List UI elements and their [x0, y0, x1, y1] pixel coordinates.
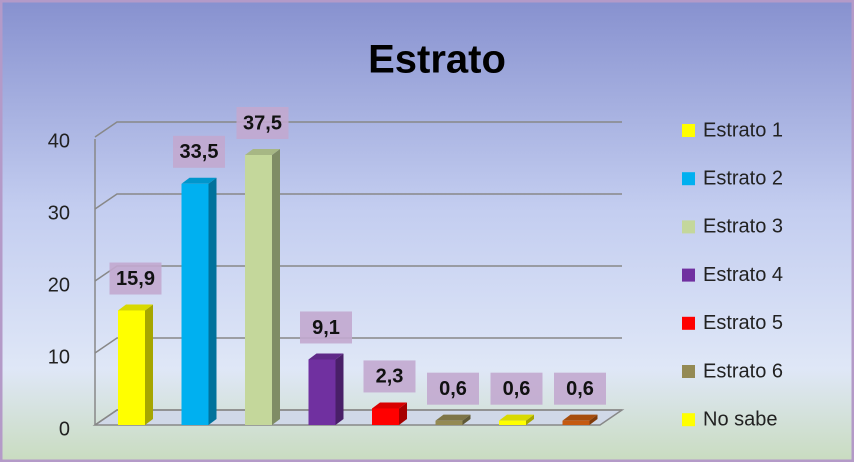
legend-swatch	[682, 365, 695, 378]
bar-front	[435, 420, 463, 425]
bar-front	[118, 310, 145, 425]
data-label: 33,5	[180, 141, 219, 163]
data-label-box	[236, 107, 289, 139]
data-label: 37,5	[243, 112, 282, 134]
bar-side	[589, 414, 598, 425]
legend-swatch	[682, 172, 695, 186]
bar-side	[526, 414, 534, 425]
bar	[562, 414, 598, 425]
bar	[499, 414, 534, 425]
bar-front	[308, 359, 336, 425]
bar-side	[462, 414, 471, 425]
legend-swatch	[682, 316, 695, 330]
grid-line	[94, 121, 622, 138]
bar-top	[372, 402, 407, 409]
grid-line	[94, 337, 622, 354]
legend-label: Estrato 1	[703, 119, 783, 141]
legend-swatch	[682, 268, 695, 282]
grid-line	[94, 409, 622, 426]
bar-top	[562, 414, 598, 421]
bar-front	[181, 183, 209, 425]
data-label-box	[554, 372, 606, 405]
bar-side	[399, 402, 407, 425]
data-label-box	[363, 360, 416, 393]
data-label-box	[109, 262, 162, 295]
bar-front	[499, 420, 526, 425]
data-label: 15,9	[116, 268, 155, 290]
y-tick-label: 20	[48, 274, 70, 296]
legend-swatch	[682, 220, 695, 234]
y-tick-label: 40	[48, 130, 70, 152]
bar-front	[372, 408, 399, 425]
bar-front	[245, 155, 272, 425]
data-label: 2,3	[376, 366, 404, 388]
legend-label: Estrato 6	[703, 360, 783, 382]
bar-top	[499, 414, 534, 421]
data-label: 0,6	[439, 378, 467, 400]
bar	[372, 402, 407, 425]
y-tick-label: 0	[59, 418, 70, 440]
floor	[92, 409, 625, 426]
data-label-box	[173, 135, 225, 168]
bar	[308, 353, 344, 425]
data-label: 0,6	[566, 378, 594, 400]
data-label-box	[427, 372, 479, 405]
legend-label: No sabe	[703, 408, 778, 430]
grid-line	[94, 193, 622, 210]
legend-swatch	[682, 124, 695, 137]
bar-side	[208, 177, 217, 425]
legend-label: Estrato 4	[703, 264, 783, 286]
bar-side	[145, 304, 153, 425]
bar	[435, 414, 471, 425]
y-tick-label: 30	[48, 202, 70, 224]
bar-side	[272, 149, 280, 425]
bar-top	[181, 177, 217, 184]
bar	[245, 149, 280, 425]
data-label: 0,6	[503, 378, 531, 400]
data-label-box	[300, 311, 352, 344]
bar-top	[118, 304, 153, 311]
data-label-box	[490, 372, 543, 405]
data-label: 9,1	[312, 317, 340, 339]
legend-swatch	[682, 413, 695, 427]
bar	[181, 177, 217, 425]
bar-front	[562, 420, 590, 425]
bar-side	[335, 353, 344, 425]
bar	[118, 304, 153, 425]
bar-top	[435, 414, 471, 421]
chart-title: Estrato	[368, 38, 506, 82]
y-tick-label: 10	[48, 346, 70, 368]
legend-label: Estrato 5	[703, 312, 783, 334]
bar-top	[245, 149, 280, 155]
legend-label: Estrato 2	[703, 167, 783, 189]
legend-label: Estrato 3	[703, 216, 783, 238]
bar-top	[308, 353, 344, 360]
